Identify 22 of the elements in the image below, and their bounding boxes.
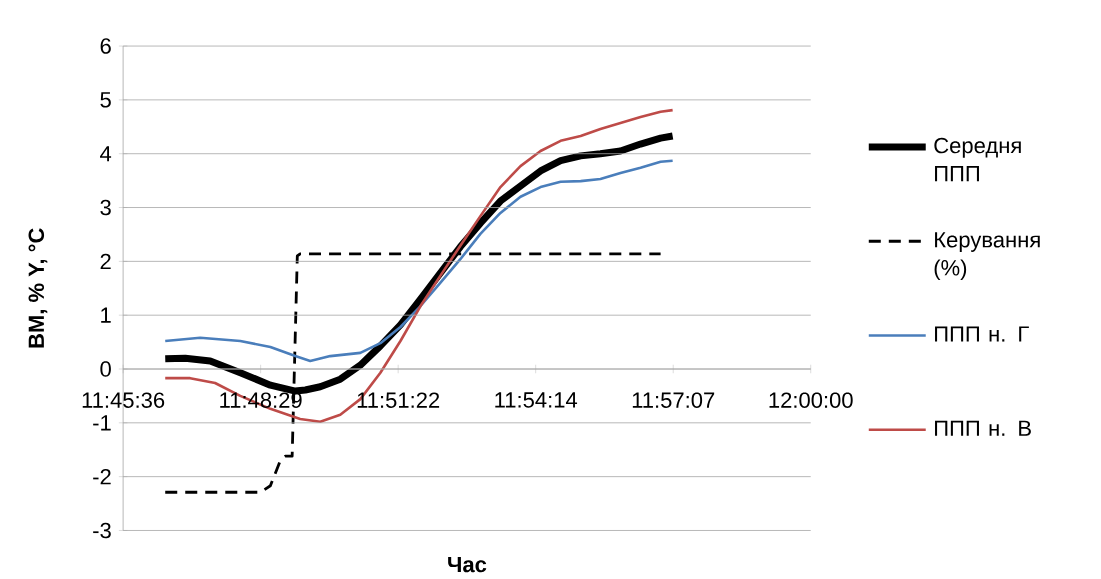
x-tick-label: 11:51:22 — [357, 392, 440, 409]
legend-label: ППП н. Г — [935, 326, 1029, 342]
y-tick-label: 6 — [100, 38, 111, 55]
x-tick-label: 11:45:36 — [82, 392, 165, 409]
y-axis-title: ВМ, % Y, °C — [28, 228, 48, 348]
line-series — [163, 159, 674, 363]
y-tick-label: 5 — [100, 92, 111, 108]
y-tick-label: -3 — [93, 522, 111, 539]
y-tick-label: 0 — [100, 361, 111, 378]
legend-label: Середня ППП — [934, 138, 1021, 182]
x-tick-label: 11:57:07 — [632, 392, 715, 409]
x-tick-label: 12:00:00 — [769, 392, 853, 409]
legend-label: Керування (%) — [934, 232, 1040, 281]
legend-label: ППП н. В — [935, 420, 1031, 437]
y-tick-label: -1 — [93, 415, 111, 431]
y-tick-label: 2 — [100, 253, 111, 270]
y-tick-label: 4 — [100, 146, 112, 162]
y-tick-label: 1 — [101, 307, 111, 323]
y-tick-label: 3 — [100, 199, 111, 216]
y-tick-label: -2 — [93, 469, 111, 485]
x-tick-label: 11:54:14 — [495, 392, 578, 408]
x-axis-title: Час — [448, 557, 487, 573]
